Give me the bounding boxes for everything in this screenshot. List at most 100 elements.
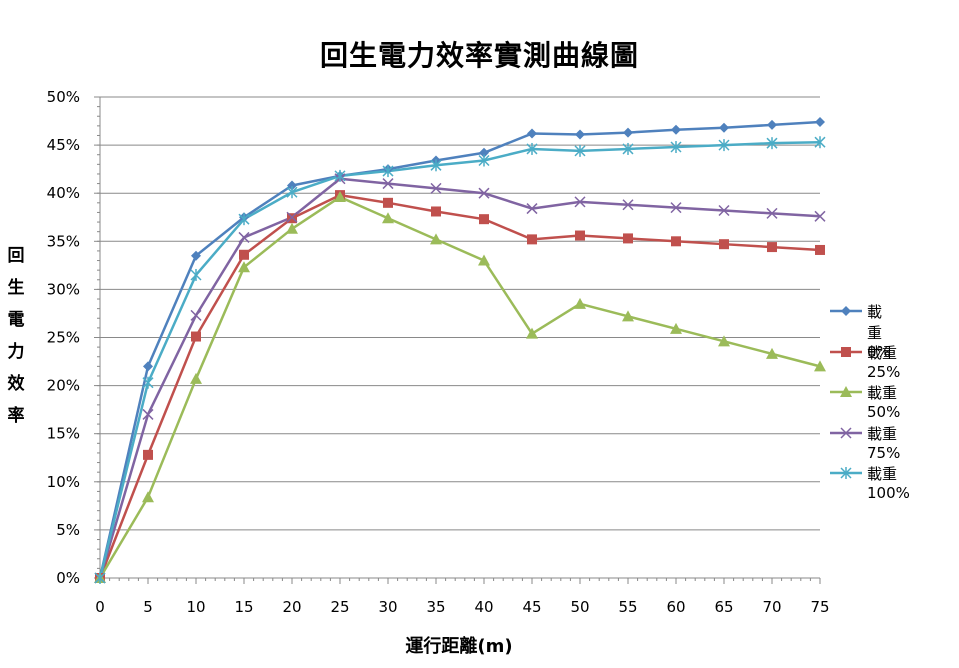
data-point	[430, 233, 442, 245]
x-tick-label: 40	[474, 598, 493, 616]
data-point	[238, 213, 250, 226]
x-tick-label: 20	[282, 598, 301, 616]
x-tick-label: 45	[522, 598, 541, 616]
y-tick-label: 30%	[47, 280, 80, 298]
data-point	[479, 214, 489, 225]
y-tick-label: 35%	[47, 232, 80, 250]
data-point	[94, 572, 106, 584]
series-line	[98, 195, 821, 579]
y-tick-label: 0%	[56, 569, 80, 587]
data-point	[334, 169, 346, 182]
y-tick-label: 40%	[47, 184, 80, 202]
chart-title: 回生電力效率實測曲線圖	[319, 39, 639, 72]
data-point	[430, 182, 442, 194]
x-tick-label: 35	[426, 598, 445, 616]
data-point	[142, 408, 154, 420]
legend-label: 載重75%	[867, 424, 901, 462]
x-tick-label: 15	[234, 598, 253, 616]
data-point	[382, 165, 394, 178]
data-point	[814, 210, 826, 222]
y-tick-label: 5%	[56, 521, 80, 539]
data-point	[719, 239, 729, 250]
data-point-stroke	[286, 211, 298, 223]
data-point	[670, 202, 682, 214]
data-point-stroke	[478, 187, 490, 199]
data-point	[814, 136, 826, 149]
data-point	[286, 211, 298, 223]
series-line	[98, 177, 821, 579]
legend-label: 載重100%	[867, 465, 910, 502]
data-point	[574, 144, 586, 157]
data-point	[622, 199, 634, 211]
y-tick-label: 20%	[47, 377, 80, 395]
data-point	[191, 331, 201, 342]
data-point	[815, 117, 825, 128]
data-point	[622, 142, 634, 155]
y-tick-label: 25%	[47, 329, 80, 347]
x-tick-label: 60	[666, 598, 685, 616]
x-tick-label: 50	[570, 598, 589, 616]
data-point	[841, 346, 851, 357]
data-point-stroke	[718, 204, 730, 217]
data-point	[526, 327, 538, 339]
data-point	[574, 297, 586, 309]
data-point	[143, 361, 153, 372]
data-point	[431, 206, 441, 217]
legend-swatch	[830, 426, 862, 439]
data-point	[478, 187, 490, 199]
data-point	[671, 124, 681, 135]
data-point	[526, 142, 538, 155]
data-point	[766, 207, 778, 219]
data-point	[382, 212, 394, 224]
y-tick-label: 10%	[47, 473, 80, 491]
data-point	[623, 127, 633, 138]
x-tick-label: 55	[618, 598, 637, 616]
data-point	[478, 254, 490, 266]
data-point	[478, 154, 490, 167]
data-point-stroke	[238, 231, 250, 243]
legend-swatch	[830, 346, 862, 357]
data-point	[190, 268, 202, 281]
data-point	[286, 186, 298, 199]
x-tick-label: 75	[810, 598, 829, 616]
legend-label: 載重50%	[867, 384, 901, 421]
data-point-stroke	[766, 207, 778, 219]
data-point	[479, 147, 489, 158]
data-point	[623, 233, 633, 244]
data-point-stroke	[382, 178, 394, 190]
data-point	[718, 335, 730, 347]
data-point	[767, 119, 777, 130]
data-point	[334, 191, 346, 203]
data-point	[142, 376, 154, 389]
data-point	[815, 244, 825, 255]
series-line	[98, 193, 821, 579]
series-line	[98, 140, 821, 579]
data-point	[190, 372, 202, 384]
x-tick-label: 70	[762, 598, 781, 616]
x-tick-label: 5	[143, 598, 153, 616]
data-point-stroke	[526, 203, 538, 215]
data-point-stroke	[814, 210, 826, 222]
data-point	[430, 159, 442, 172]
data-point	[382, 178, 394, 190]
data-point	[142, 491, 154, 503]
x-tick-label: 0	[95, 598, 105, 616]
legend-label: 載重25%	[867, 343, 901, 381]
data-point-stroke	[840, 426, 852, 439]
data-point	[766, 137, 778, 150]
data-point	[670, 141, 682, 154]
data-point	[767, 242, 777, 253]
data-point	[719, 122, 729, 133]
data-point	[239, 249, 249, 260]
x-tick-label: 30	[378, 598, 397, 616]
data-point	[840, 426, 852, 439]
data-point	[286, 222, 298, 234]
legend-swatch	[830, 306, 862, 316]
data-point	[718, 139, 730, 152]
data-point-stroke	[430, 182, 442, 194]
data-point	[190, 309, 202, 321]
data-point	[814, 360, 826, 372]
data-point	[575, 129, 585, 140]
data-point	[670, 322, 682, 334]
